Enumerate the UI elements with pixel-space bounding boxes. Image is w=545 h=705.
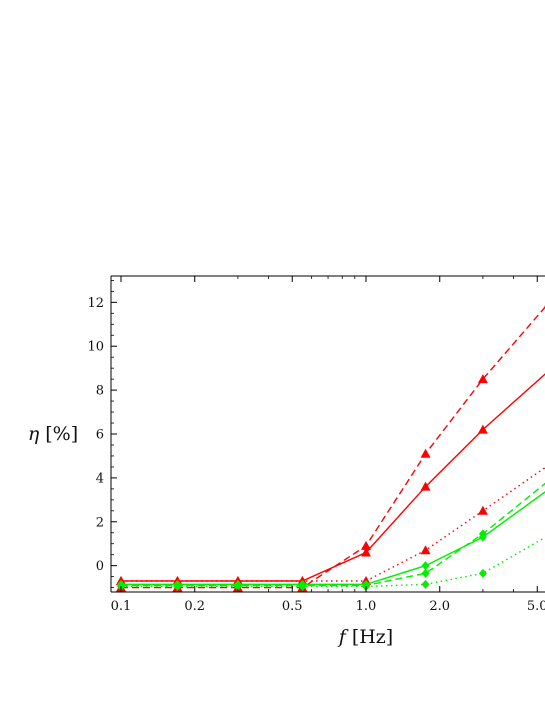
diamond-marker (173, 582, 182, 592)
y-tick-label: 0 (96, 559, 104, 574)
series-line-0 (121, 373, 545, 582)
diamond-marker (233, 582, 242, 592)
triangle-marker (361, 540, 371, 550)
y-tick-label: 10 (87, 340, 104, 355)
triangle-marker (477, 505, 488, 515)
y-tick-label: 6 (96, 428, 104, 443)
series-line-2 (121, 466, 545, 582)
plot-area (116, 305, 545, 592)
series-line-5 (121, 536, 545, 588)
triangle-marker (477, 424, 488, 434)
x-tick-label: 1.0 (356, 599, 377, 614)
diamond-marker (478, 568, 487, 578)
x-tick-label: 0.5 (282, 599, 303, 614)
diamond-marker (421, 579, 430, 589)
y-tick-label: 4 (96, 471, 104, 486)
y-tick-label: 2 (96, 515, 104, 530)
x-tick-label: 2.0 (429, 599, 450, 614)
series-line-3 (121, 491, 545, 585)
x-axis-label: f [Hz] (337, 626, 393, 648)
y-tick-label: 8 (96, 384, 104, 399)
x-tick-label: 0.2 (184, 599, 205, 614)
x-tick-label: 0.1 (111, 599, 132, 614)
triangle-marker (420, 448, 431, 458)
y-axis-label: η [%] (28, 423, 78, 445)
tick-labels: 0 2 4 6 8 10 12 0.1 0.2 0.5 1.0 2.0 5.0 (87, 296, 545, 614)
triangle-marker (420, 545, 431, 555)
y-tick-label: 12 (87, 296, 104, 311)
axes (110, 275, 545, 593)
diamond-marker (298, 582, 307, 592)
diamond-marker (421, 568, 430, 578)
x-tick-label: 5.0 (527, 599, 545, 614)
triangle-marker (477, 374, 488, 384)
series-line-1 (121, 306, 545, 589)
series-line-4 (121, 482, 545, 587)
triangle-marker (361, 547, 371, 557)
diamond-marker (478, 529, 487, 539)
diamond-marker (421, 561, 430, 571)
triangle-marker (420, 481, 431, 491)
